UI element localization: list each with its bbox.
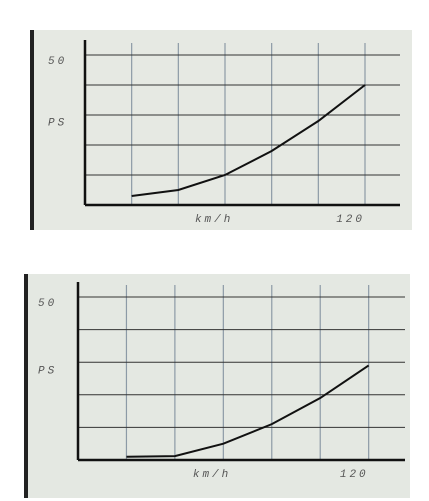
y-axis-label: PS — [38, 365, 57, 377]
panel — [30, 30, 412, 230]
y-tick-label: 50 — [38, 298, 57, 310]
x-axis-label: km/h — [195, 214, 233, 226]
y-axis-label: PS — [48, 117, 67, 129]
x-axis-label: km/h — [193, 469, 231, 481]
panel — [24, 274, 410, 498]
panel-edge — [30, 30, 34, 230]
data-line — [131, 84, 366, 197]
x-tick-label: 120 — [336, 214, 365, 226]
data-line — [126, 364, 370, 458]
x-tick-label: 120 — [340, 469, 369, 481]
panel-edge — [24, 274, 28, 498]
y-tick-label: 50 — [48, 56, 67, 68]
